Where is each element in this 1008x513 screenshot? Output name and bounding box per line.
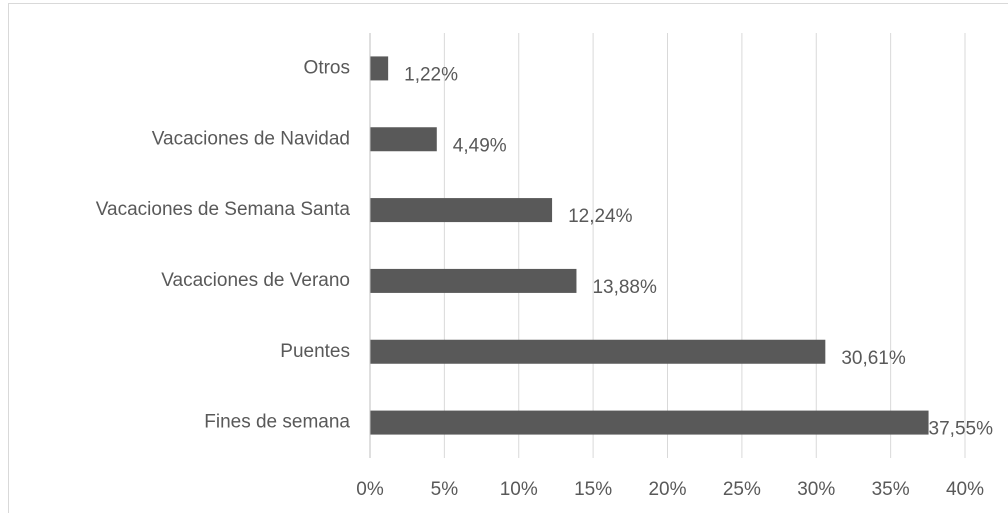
x-tick-label: 10%	[500, 479, 538, 500]
y-tick-label: Puentes	[280, 341, 350, 362]
y-tick-label: Otros	[304, 57, 350, 78]
bar	[370, 410, 929, 435]
y-tick-label: Vacaciones de Navidad	[152, 128, 350, 149]
x-tick-label: 40%	[946, 479, 984, 500]
data-label: 13,88%	[592, 277, 657, 298]
bar	[370, 268, 577, 293]
x-tick-label: 30%	[797, 479, 835, 500]
data-label: 12,24%	[568, 206, 633, 227]
data-label: 4,49%	[453, 135, 507, 156]
bar	[370, 56, 389, 81]
data-label: 1,22%	[404, 64, 458, 85]
x-tick-label: 35%	[872, 479, 910, 500]
bar	[370, 127, 437, 152]
data-label: 37,55%	[929, 419, 994, 440]
y-tick-label: Vacaciones de Semana Santa	[96, 199, 351, 220]
y-tick-label: Vacaciones de Verano	[161, 270, 350, 291]
chart-border	[8, 3, 1008, 513]
x-tick-label: 15%	[574, 479, 612, 500]
y-tick-label: Fines de semana	[204, 412, 350, 433]
bar	[370, 198, 553, 223]
x-tick-label: 5%	[431, 479, 459, 500]
bar	[370, 339, 826, 364]
x-tick-label: 20%	[648, 479, 686, 500]
data-label: 30,61%	[841, 348, 906, 369]
x-tick-label: 0%	[356, 479, 384, 500]
x-tick-label: 25%	[723, 479, 761, 500]
